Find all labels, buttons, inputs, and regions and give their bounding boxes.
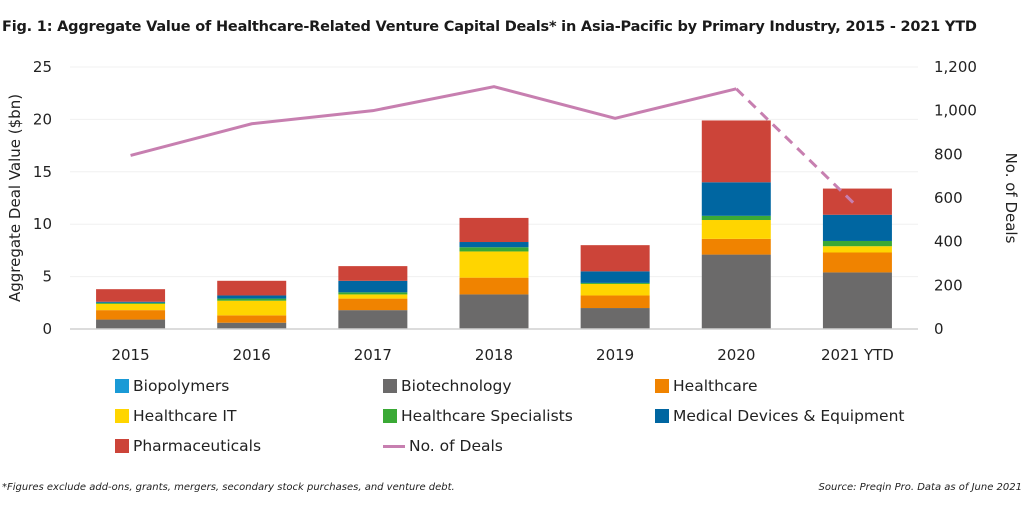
y-tick-label: 10 bbox=[33, 215, 52, 233]
deals-line bbox=[130, 85, 737, 157]
bar-segment bbox=[701, 215, 771, 221]
bar-segment bbox=[822, 272, 892, 329]
legend-item: Healthcare IT bbox=[115, 407, 236, 425]
y2-tick-label: 600 bbox=[934, 189, 963, 207]
bar-segment bbox=[96, 301, 166, 303]
legend-item: Pharmaceuticals bbox=[115, 437, 261, 455]
legend-label: Medical Devices & Equipment bbox=[673, 407, 905, 425]
y2-tick-label: 400 bbox=[934, 233, 963, 251]
y-tick-label: 15 bbox=[33, 163, 52, 181]
x-tick-label: 2019 bbox=[596, 346, 634, 364]
y2-tick-label: 1,200 bbox=[934, 58, 977, 76]
bar-segment bbox=[580, 271, 650, 283]
bar-segment bbox=[96, 310, 166, 320]
legend-swatch bbox=[655, 409, 669, 423]
legend-label: Healthcare bbox=[673, 377, 758, 395]
bar-segment bbox=[338, 266, 408, 281]
bar-segment bbox=[701, 220, 771, 239]
x-tick-label: 2016 bbox=[233, 346, 271, 364]
bar-segment bbox=[822, 188, 892, 215]
bar-segment bbox=[822, 240, 892, 247]
y2-tick-label: 800 bbox=[934, 145, 963, 163]
bar-segment bbox=[459, 217, 529, 243]
legend-item: Biotechnology bbox=[383, 377, 512, 395]
legend-item: No. of Deals bbox=[383, 437, 503, 455]
legend-item: Healthcare bbox=[655, 377, 758, 395]
bar-segment bbox=[701, 120, 771, 183]
bar-segment bbox=[96, 319, 166, 329]
bar-segment bbox=[338, 298, 408, 311]
bar-segment bbox=[822, 214, 892, 241]
legend-label: No. of Deals bbox=[409, 437, 503, 455]
x-tick-label: 2015 bbox=[111, 346, 149, 364]
legend-label: Biotechnology bbox=[401, 377, 512, 395]
legend-swatch bbox=[115, 409, 129, 423]
y-tick-label: 20 bbox=[33, 110, 52, 128]
legend-item: Healthcare Specialists bbox=[383, 407, 573, 425]
legend-item: Biopolymers bbox=[115, 377, 229, 395]
legend-label: Biopolymers bbox=[133, 377, 230, 395]
y2-tick-label: 200 bbox=[934, 276, 963, 294]
bar-segment bbox=[338, 310, 408, 329]
source-note: Source: Preqin Pro. Data as of June 2021 bbox=[818, 482, 1022, 493]
y-tick-label: 25 bbox=[33, 58, 52, 76]
bar-segment bbox=[217, 298, 287, 301]
bar-segment bbox=[217, 300, 287, 316]
bar-segment bbox=[459, 251, 529, 278]
legend-swatch bbox=[383, 379, 397, 393]
bar-segment bbox=[338, 292, 408, 295]
bar-segment bbox=[96, 302, 166, 304]
legend-label: Pharmaceuticals bbox=[133, 437, 262, 455]
legend-swatch bbox=[655, 379, 669, 393]
footnote: *Figures exclude add-ons, grants, merger… bbox=[2, 482, 455, 493]
legend-label: Healthcare Specialists bbox=[401, 407, 573, 425]
bar-segment bbox=[701, 254, 771, 329]
bar-segment bbox=[217, 322, 287, 329]
deals-line-ytd bbox=[735, 87, 859, 208]
bar-segment bbox=[338, 294, 408, 299]
y2-tick-label: 1,000 bbox=[934, 102, 977, 120]
bar-segment bbox=[580, 308, 650, 329]
bar-segment bbox=[701, 238, 771, 255]
bar-segment bbox=[459, 247, 529, 252]
bar-segment bbox=[96, 289, 166, 302]
x-tick-label: 2018 bbox=[475, 346, 513, 364]
bar-segment bbox=[459, 277, 529, 295]
x-tick-label: 2020 bbox=[717, 346, 755, 364]
y-tick-label: 0 bbox=[42, 320, 52, 338]
legend-swatch bbox=[115, 379, 129, 393]
legend-swatch bbox=[115, 439, 129, 453]
bar-segment bbox=[217, 295, 287, 299]
legend-item: Medical Devices & Equipment bbox=[655, 407, 904, 425]
legend-label: Healthcare IT bbox=[133, 407, 237, 425]
x-tick-label: 2017 bbox=[354, 346, 392, 364]
bar-segment bbox=[459, 242, 529, 248]
chart-title: Fig. 1: Aggregate Value of Healthcare-Re… bbox=[2, 19, 977, 35]
legend-swatch bbox=[383, 409, 397, 423]
bar-segment bbox=[96, 303, 166, 311]
bar-segment bbox=[580, 283, 650, 296]
y-tick-label: 5 bbox=[42, 268, 52, 286]
bar-segment bbox=[580, 245, 650, 272]
y-axis-label: Aggregate Deal Value ($bn) bbox=[6, 94, 24, 302]
bar-segment bbox=[822, 246, 892, 253]
x-tick-label: 2021 YTD bbox=[821, 346, 894, 364]
legend-swatch bbox=[383, 444, 405, 448]
bar-segment bbox=[580, 295, 650, 309]
bar-segment bbox=[217, 315, 287, 323]
bar-segment bbox=[580, 282, 650, 284]
bar-segment bbox=[459, 294, 529, 329]
bar-segment bbox=[338, 280, 408, 293]
bar-segment bbox=[217, 280, 287, 296]
bar-segment bbox=[701, 182, 771, 216]
y2-tick-label: 0 bbox=[934, 320, 944, 338]
bar-segment bbox=[822, 252, 892, 273]
y2-axis-label: No. of Deals bbox=[1002, 153, 1020, 244]
